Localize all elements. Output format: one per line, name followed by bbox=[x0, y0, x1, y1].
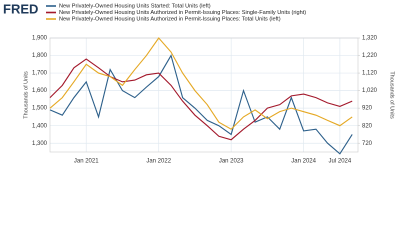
x-tick-label: Jan 2023 bbox=[219, 159, 244, 165]
y-tick-label: 1,500 bbox=[32, 106, 48, 112]
y2-tick-label: 920 bbox=[362, 106, 373, 112]
y-axis-title: Thousands of Units bbox=[23, 71, 29, 119]
y-tick-label: 1,300 bbox=[32, 141, 48, 147]
plot-border bbox=[49, 37, 359, 153]
x-tick-label: Jan 2024 bbox=[291, 159, 316, 165]
y-tick-label: 1,400 bbox=[32, 123, 48, 129]
y2-tick-label: 1,020 bbox=[362, 88, 378, 94]
y2-tick-label: 720 bbox=[362, 141, 373, 147]
y2-tick-label: 820 bbox=[362, 123, 373, 129]
legend-label: New Privately-Owned Housing Units Author… bbox=[59, 10, 306, 16]
y2-tick-label: 1,120 bbox=[362, 71, 378, 77]
logo: FRED bbox=[3, 1, 38, 16]
y2-axis-title: Thousands of Units bbox=[389, 71, 395, 119]
legend-label: New Privately-Owned Housing Units Starte… bbox=[59, 3, 211, 9]
y-tick-label: 1,600 bbox=[32, 88, 48, 94]
y-tick-label: 1,900 bbox=[32, 36, 48, 42]
y-tick-label: 1,800 bbox=[32, 53, 48, 59]
line bbox=[49, 54, 353, 155]
x-tick-label: Jan 2021 bbox=[74, 159, 99, 165]
legend-label: New Privately-Owned Housing Units Author… bbox=[59, 16, 281, 22]
x-tick-label: Jul 2024 bbox=[329, 159, 352, 165]
x-tick-label: Jan 2022 bbox=[146, 159, 171, 165]
chart: FRED Thousands of Units Thousands of Uni… bbox=[3, 1, 395, 165]
y2-tick-label: 1,220 bbox=[362, 53, 378, 59]
line bbox=[49, 58, 353, 141]
y2-tick-label: 1,320 bbox=[362, 36, 378, 42]
line bbox=[49, 37, 353, 130]
y-tick-label: 1,700 bbox=[32, 71, 48, 77]
